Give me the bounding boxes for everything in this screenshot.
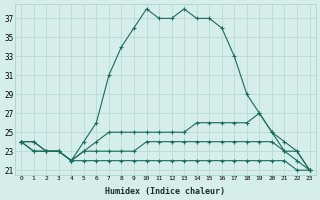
X-axis label: Humidex (Indice chaleur): Humidex (Indice chaleur) — [105, 187, 225, 196]
